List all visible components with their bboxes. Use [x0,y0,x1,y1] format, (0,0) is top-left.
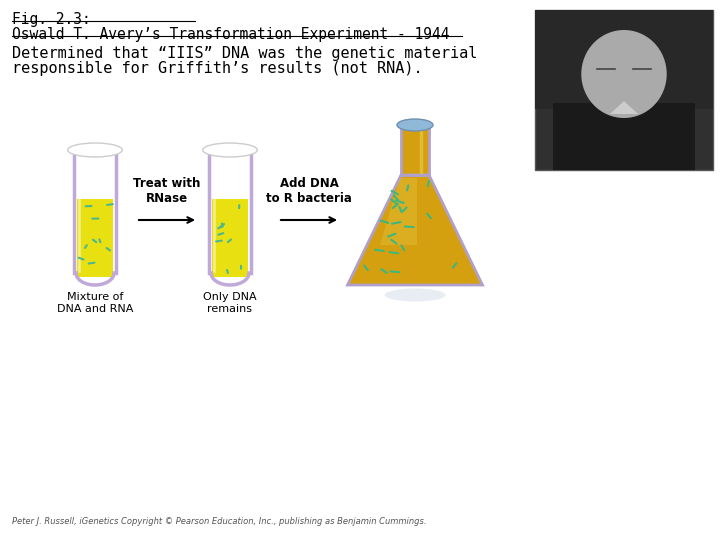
Bar [535,10,713,170]
Bar [553,103,696,170]
Text: Treat with
RNase: Treat with RNase [133,177,201,205]
Polygon shape [348,175,482,285]
Text: Only DNA
remains: Only DNA remains [203,292,257,314]
Text: Peter J. Russell, iGenetics Copyright © Pearson Education, Inc., publishing as B: Peter J. Russell, iGenetics Copyright © … [12,517,426,526]
Polygon shape [401,128,429,175]
Polygon shape [610,101,638,114]
Polygon shape [380,178,417,245]
Ellipse shape [397,119,433,131]
Ellipse shape [68,143,122,157]
Text: responsible for Griffith’s results (not RNA).: responsible for Griffith’s results (not … [12,61,423,76]
Text: Fig. 2.3:: Fig. 2.3: [12,12,91,27]
Text: Add DNA
to R bacteria: Add DNA to R bacteria [266,177,352,205]
Polygon shape [212,199,248,277]
Polygon shape [77,199,113,277]
Ellipse shape [203,143,257,157]
Text: Determined that “IIIS” DNA was the genetic material: Determined that “IIIS” DNA was the genet… [12,46,477,61]
Bar [535,10,713,109]
Ellipse shape [581,30,667,118]
Text: Oswald T. Avery’s Transformation Experiment - 1944: Oswald T. Avery’s Transformation Experim… [12,27,449,42]
Text: Mixture of
DNA and RNA: Mixture of DNA and RNA [57,292,133,314]
Ellipse shape [384,288,446,301]
